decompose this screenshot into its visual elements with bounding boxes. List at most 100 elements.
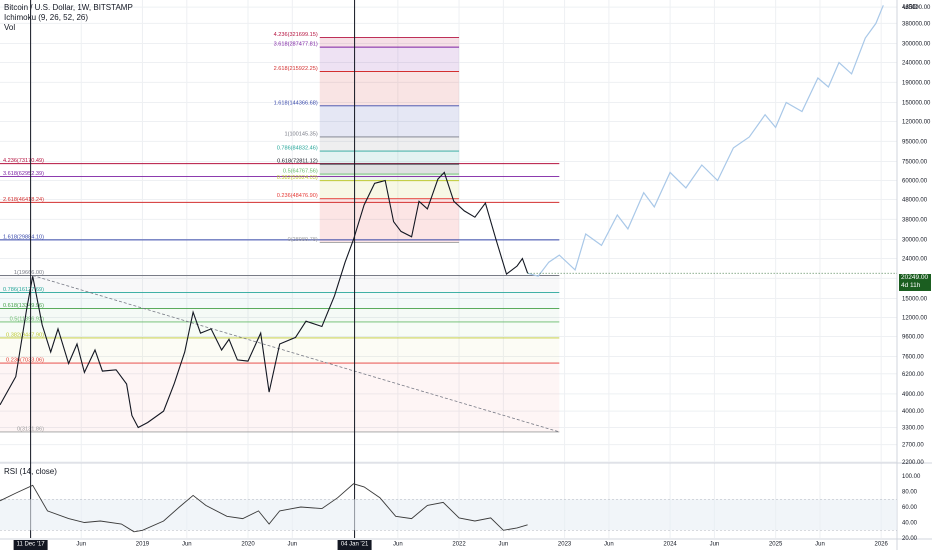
fib-level-label: 0.786(16127.69) bbox=[3, 287, 44, 293]
rsi-legend[interactable]: RSI (14, close) bbox=[4, 467, 57, 476]
last-price-value: 20249.00 bbox=[901, 274, 929, 281]
time-tick-label: Jun bbox=[287, 542, 297, 548]
fib-zone-band bbox=[0, 363, 560, 432]
price-tick-label: 7600.00 bbox=[902, 354, 924, 360]
rsi-panel: 100.00 80.00 60.00 40.00 20.00 bbox=[0, 474, 921, 542]
fib-levels: 4.236(73170.49) 3.618(62952.39) 2.618(4641… bbox=[0, 32, 560, 433]
time-tick-label: Jun bbox=[76, 542, 86, 548]
price-tick-label: 2200.00 bbox=[902, 460, 924, 466]
price-tick-label: 38000.00 bbox=[902, 217, 928, 223]
fib-zone-band bbox=[319, 151, 460, 165]
price-tick-label: 300000.00 bbox=[902, 41, 931, 47]
price-tick-label: 4000.00 bbox=[902, 409, 924, 415]
fib-level-label: 0(28989.78) bbox=[288, 237, 318, 243]
price-tick-label: 120000.00 bbox=[902, 120, 931, 126]
rsi-tick-label: 60.00 bbox=[902, 505, 918, 511]
time-marker-badge bbox=[337, 540, 372, 550]
fib-level-label: 0.618(13349.96) bbox=[3, 303, 44, 309]
price-tick-label: 95000.00 bbox=[902, 139, 928, 145]
time-axis[interactable]: 11 Dec '17 Jun 2019 Jun 2020 Jun 04 Jan '21 Jun… bbox=[13, 540, 889, 550]
price-tick-label: 30000.00 bbox=[902, 238, 928, 244]
time-tick-label: 2020 bbox=[241, 542, 255, 548]
fib-zone-band bbox=[319, 174, 460, 181]
fib-level-label: 3.618(287477.81) bbox=[274, 42, 318, 48]
last-price-tag: 20249.00 4d 11h bbox=[899, 274, 931, 291]
rsi-line bbox=[0, 483, 528, 533]
price-tick-label: 380000.00 bbox=[902, 21, 931, 27]
fib-zone-band bbox=[319, 180, 460, 199]
rsi-tick-label: 20.00 bbox=[902, 536, 918, 542]
time-marker-badge bbox=[13, 540, 48, 550]
price-tick-label: 240000.00 bbox=[902, 60, 931, 66]
fib-level-label: 0.618(72811.12) bbox=[277, 159, 318, 165]
fib-zone-band bbox=[0, 275, 560, 293]
fib-level-label: 0.5(11396.92) bbox=[10, 316, 45, 322]
time-tick-label: Jun bbox=[604, 542, 614, 548]
time-tick-label: 2019 bbox=[136, 542, 150, 548]
price-tick-label: 6200.00 bbox=[902, 372, 924, 378]
time-tick-label: 2025 bbox=[769, 542, 783, 548]
fib-zone-band bbox=[0, 308, 560, 322]
price-tick-label: 48000.00 bbox=[902, 198, 928, 204]
trendline bbox=[32, 275, 560, 433]
fib-level-label: 4.236(73170.49) bbox=[3, 158, 44, 164]
fib-zone-band bbox=[0, 321, 560, 338]
fib-zone-band bbox=[319, 71, 460, 106]
fib-zone-band bbox=[319, 136, 460, 152]
fib-level-label: 0.236(7033.06) bbox=[6, 358, 44, 364]
fib-level-label: 2.618(46418.24) bbox=[3, 197, 44, 203]
fib-level-label: 1.618(29884.10) bbox=[3, 234, 44, 240]
price-tick-label: 24000.00 bbox=[902, 257, 928, 263]
fib-zone-band bbox=[319, 105, 460, 137]
currency-label: USD bbox=[903, 4, 918, 11]
price-tick-label: 9600.00 bbox=[902, 335, 924, 341]
price-tick-label: 12000.00 bbox=[902, 316, 928, 322]
fib-zone-band bbox=[319, 164, 460, 175]
rsi-tick-label: 40.00 bbox=[902, 521, 918, 527]
time-tick-label: Jun bbox=[815, 542, 825, 548]
fib-level-label: 0.786(84832.46) bbox=[277, 146, 318, 152]
price-line bbox=[0, 171, 529, 429]
ichimoku-legend[interactable]: Ichimoku (9, 26, 52, 26) bbox=[4, 13, 89, 22]
time-tick-label: 11 Dec '17 bbox=[17, 542, 46, 548]
time-tick-label: 2023 bbox=[558, 542, 572, 548]
price-tick-label: 460000.00 bbox=[902, 5, 931, 11]
price-tick-label: 15000.00 bbox=[902, 297, 928, 303]
vertical-markers bbox=[30, 0, 356, 538]
fib-level-label: 0.382(59924.03) bbox=[277, 175, 318, 181]
price-tick-label: 190000.00 bbox=[902, 80, 931, 86]
volume-legend[interactable]: Vol bbox=[4, 23, 16, 32]
fib-level-label: 0.236(48476.90) bbox=[277, 193, 318, 199]
projection-line bbox=[527, 5, 884, 277]
time-tick-label: 2026 bbox=[874, 542, 888, 548]
time-tick-label: Jun bbox=[182, 542, 192, 548]
time-tick-label: 2024 bbox=[663, 542, 677, 548]
fib-level-label: 0.5(64767.56) bbox=[283, 169, 318, 175]
time-tick-label: Jun bbox=[499, 542, 509, 548]
fib-level-label: 4.236(321699.15) bbox=[274, 32, 318, 38]
price-tick-label: 150000.00 bbox=[902, 101, 931, 107]
fib-level-label: 1(100145.35) bbox=[284, 131, 317, 137]
fib-level-label: 0.382(9447.90) bbox=[6, 332, 44, 338]
price-tick-label: 60000.00 bbox=[902, 179, 928, 185]
price-tick-label: 3300.00 bbox=[902, 425, 924, 431]
fib-zone-band bbox=[319, 37, 460, 48]
time-tick-label: Jun bbox=[393, 542, 403, 548]
price-tick-label: 75000.00 bbox=[902, 160, 928, 166]
rsi-band bbox=[0, 499, 897, 531]
rsi-tick-label: 100.00 bbox=[902, 474, 921, 480]
fib-zone-band bbox=[319, 47, 460, 72]
time-tick-label: 2022 bbox=[452, 542, 466, 548]
fib-level-label: 3.618(62952.39) bbox=[3, 171, 44, 177]
fib-level-label: 2.618(215922.25) bbox=[274, 66, 318, 72]
price-axis[interactable]: 460000.00 380000.00 300000.00 240000.00 1900… bbox=[902, 5, 931, 466]
fib-level-label: 1(19666.00) bbox=[14, 270, 44, 276]
fib-zone-band bbox=[0, 292, 560, 309]
fib-level-label: 1.618(144366.68) bbox=[274, 100, 318, 106]
symbol-title[interactable]: Bitcoin / U.S. Dollar, 1W, BITSTAMP bbox=[4, 3, 133, 12]
fib-zone-band bbox=[319, 198, 460, 243]
rsi-tick-label: 80.00 bbox=[902, 490, 918, 496]
